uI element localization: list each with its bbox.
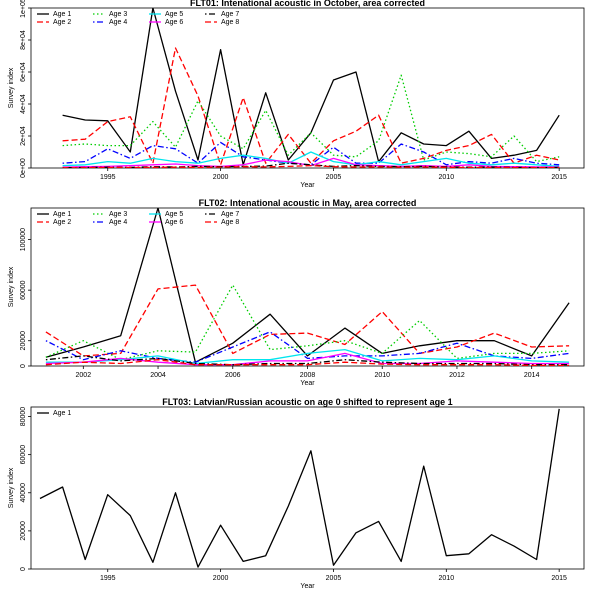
- x-tick-label: 2015: [551, 174, 567, 181]
- series-line-age-1: [45, 208, 570, 363]
- x-axis-label: Year: [300, 182, 315, 189]
- legend-label-age-6: Age 6: [165, 219, 183, 226]
- legend-label-age-2: Age 2: [53, 219, 71, 226]
- series-line-age-8: [45, 359, 570, 366]
- x-tick-label: 2010: [374, 372, 390, 379]
- y-tick-label: 80000: [20, 407, 27, 427]
- series-line-age-5: [62, 151, 560, 168]
- legend-label-age-3: Age 3: [109, 11, 127, 18]
- legend: Age 1: [37, 410, 71, 417]
- x-tick-label: 2008: [300, 372, 316, 379]
- y-tick-label: 20000: [20, 331, 27, 351]
- x-axis-label: Year: [300, 583, 315, 590]
- legend-label-age-4: Age 4: [109, 219, 127, 226]
- plot-frame: [30, 406, 585, 570]
- y-tick-label: 20000: [20, 521, 27, 541]
- x-tick-label: 2012: [449, 372, 465, 379]
- y-axis-label: Survey index: [8, 266, 15, 307]
- y-tick-label: 1e+05: [20, 0, 27, 18]
- legend-label-age-2: Age 2: [53, 19, 71, 26]
- x-axis-label: Year: [300, 380, 315, 387]
- series-lines: [45, 208, 570, 366]
- x-tick-label: 2006: [225, 372, 241, 379]
- x-tick-label: 2005: [326, 575, 342, 582]
- y-axis-label: Survey index: [8, 467, 15, 508]
- series-line-age-4: [45, 331, 570, 363]
- y-tick-label: 40000: [20, 483, 27, 503]
- x-tick-label: 2010: [439, 575, 455, 582]
- legend-label-age-1: Age 1: [53, 11, 71, 18]
- y-tick-label: 0: [20, 567, 27, 571]
- legend-label-age-1: Age 1: [53, 410, 71, 417]
- y-tick-label: 8e+04: [20, 30, 27, 50]
- y-axis-label: Survey index: [8, 67, 15, 108]
- x-tick-label: 2015: [551, 575, 567, 582]
- series-line-age-1: [39, 408, 560, 568]
- y-tick-label: 2e+04: [20, 126, 27, 146]
- panel-flt03: FLT03: Latvian/Russian acoustic on age 0…: [8, 397, 585, 590]
- panel-flt02: FLT02: Intenational acoustic in May, are…: [8, 198, 585, 387]
- plot-frame: [30, 207, 585, 367]
- plot-frame: [30, 7, 585, 169]
- legend-label-age-3: Age 3: [109, 211, 127, 218]
- legend-label-age-5: Age 5: [165, 11, 183, 18]
- x-tick-label: 2004: [150, 372, 166, 379]
- x-tick-label: 2002: [76, 372, 92, 379]
- series-lines: [39, 408, 560, 568]
- legend-label-age-5: Age 5: [165, 211, 183, 218]
- x-tick-label: 2014: [524, 372, 540, 379]
- series-line-age-4: [62, 141, 560, 166]
- series-line-age-1: [62, 8, 560, 166]
- y-tick-label: 60000: [20, 445, 27, 465]
- chart-title: FLT02: Intenational acoustic in May, are…: [199, 198, 417, 208]
- panel-flt01: FLT01: Intenational acoustic in October,…: [8, 0, 585, 189]
- legend-label-age-1: Age 1: [53, 211, 71, 218]
- legend-label-age-8: Age 8: [221, 19, 239, 26]
- y-tick-label: 0e+00: [20, 158, 27, 178]
- x-tick-label: 2000: [213, 575, 229, 582]
- x-tick-label: 2005: [326, 174, 342, 181]
- chart-title: FLT01: Intenational acoustic in October,…: [190, 0, 425, 8]
- x-tick-label: 1995: [100, 575, 116, 582]
- y-tick-label: 4e+04: [20, 94, 27, 114]
- legend-label-age-4: Age 4: [109, 19, 127, 26]
- y-tick-label: 0: [20, 364, 27, 368]
- x-tick-label: 1995: [100, 174, 116, 181]
- series-line-age-8: [62, 164, 560, 168]
- y-tick-label: 60000: [20, 280, 27, 300]
- series-line-age-7: [45, 355, 570, 366]
- series-line-age-3: [45, 284, 570, 361]
- legend-label-age-7: Age 7: [221, 11, 239, 18]
- x-tick-label: 2000: [213, 174, 229, 181]
- x-tick-label: 2010: [439, 174, 455, 181]
- series-line-age-2: [62, 47, 560, 166]
- series-line-age-3: [62, 74, 560, 163]
- chart-title: FLT03: Latvian/Russian acoustic on age 0…: [162, 397, 452, 407]
- series-line-age-2: [45, 284, 570, 357]
- y-tick-label: 100000: [20, 228, 27, 251]
- y-tick-label: 6e+04: [20, 62, 27, 82]
- legend-label-age-6: Age 6: [165, 19, 183, 26]
- legend-label-age-7: Age 7: [221, 211, 239, 218]
- series-line-age-5: [45, 348, 570, 365]
- series-lines: [62, 8, 560, 168]
- legend-label-age-8: Age 8: [221, 219, 239, 226]
